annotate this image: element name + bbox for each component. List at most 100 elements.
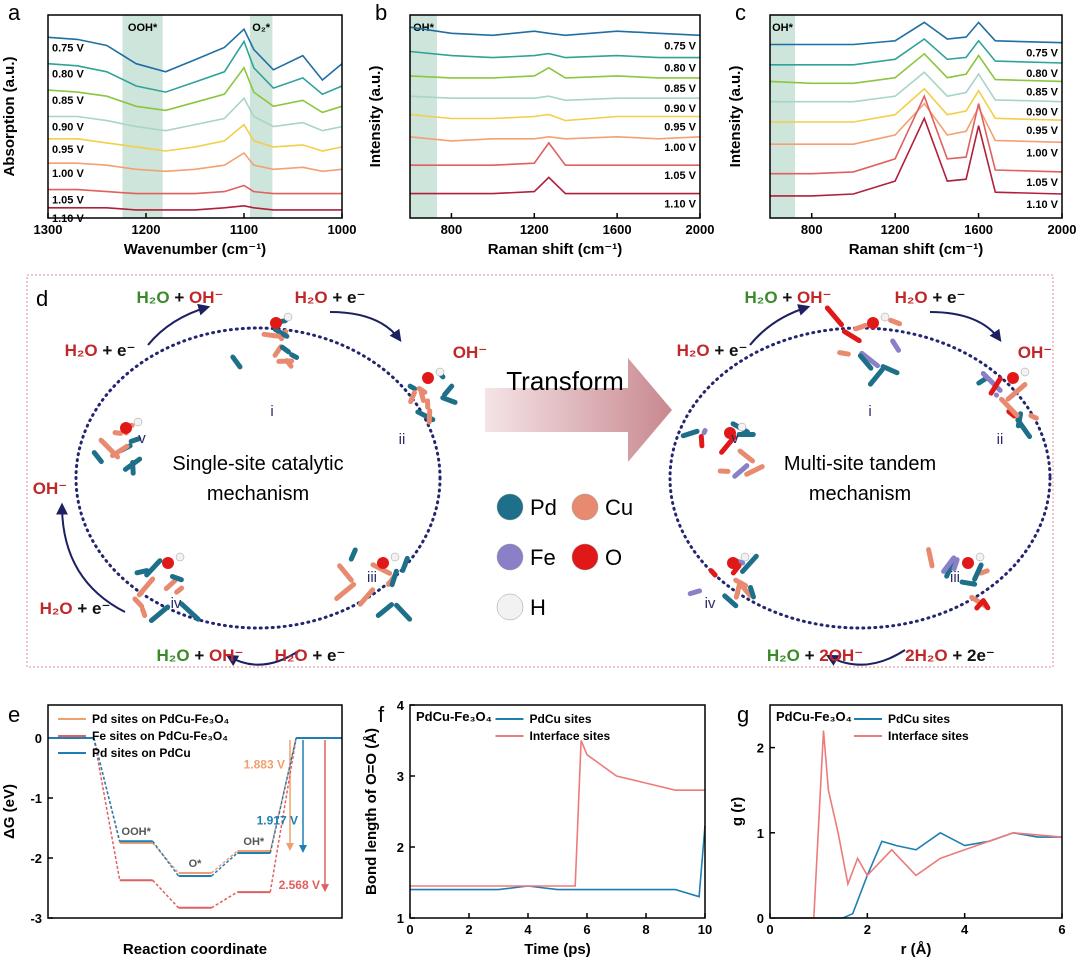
line-series xyxy=(48,186,342,194)
hydrogen-atom xyxy=(176,553,184,561)
series-label: 0.95 V xyxy=(664,122,696,134)
reaction-part: H₂O xyxy=(767,646,800,665)
reaction-part: + xyxy=(778,288,797,307)
x-tick-label: 1200 xyxy=(520,222,549,237)
reaction-part: + e⁻ xyxy=(308,646,346,665)
bond xyxy=(133,463,134,474)
x-tick-label: 2 xyxy=(465,922,472,937)
mechanism-title: Multi-site tandem xyxy=(784,453,936,475)
series-label: 0.75 V xyxy=(664,40,696,52)
series-label: 0.90 V xyxy=(52,122,84,134)
step-label: v xyxy=(138,430,146,447)
oxygen-atom xyxy=(867,317,879,329)
reaction-label: 2H₂O + 2e⁻ xyxy=(905,646,995,665)
x-tick-label: 2000 xyxy=(1048,222,1077,237)
hydrogen-atom xyxy=(738,423,746,431)
bond xyxy=(378,605,391,616)
reaction-part: OH⁻ xyxy=(33,479,67,498)
highlight-band xyxy=(122,15,162,218)
panel-letter: b xyxy=(375,0,387,25)
reaction-label: H₂O + e⁻ xyxy=(65,341,136,360)
step-label: i xyxy=(868,403,871,420)
reaction-part: + e⁻ xyxy=(98,341,136,360)
hydrogen-atom xyxy=(1021,368,1029,376)
hydrogen-atom xyxy=(976,553,984,561)
oxygen-atom xyxy=(162,557,174,569)
bond xyxy=(233,357,240,367)
line-series xyxy=(410,96,700,100)
bond xyxy=(891,320,900,323)
series-label: 0.80 V xyxy=(664,63,696,75)
line-series xyxy=(48,41,342,94)
bond xyxy=(750,587,753,596)
oxygen-atom xyxy=(377,557,389,569)
band-label: O₂* xyxy=(252,22,270,34)
legend-label: Pd sites on PdCu xyxy=(92,746,191,760)
y-tick-label: -1 xyxy=(30,791,42,806)
reaction-label: H₂O + 2OH⁻ xyxy=(767,646,863,665)
mechanism-title: mechanism xyxy=(809,483,911,505)
hydrogen-atom xyxy=(741,553,749,561)
oxygen-atom xyxy=(120,422,132,434)
reaction-arrow xyxy=(750,307,808,345)
reaction-part: H₂O xyxy=(745,288,778,307)
atom-legend-label: O xyxy=(605,545,622,570)
reaction-part: + 2e⁻ xyxy=(948,646,995,665)
reaction-arrow xyxy=(330,312,400,340)
step-label: iv xyxy=(705,595,716,612)
atom-legend-label: H xyxy=(530,595,546,620)
series-label: 0.85 V xyxy=(664,83,696,95)
bond xyxy=(419,389,425,393)
legend-label: PdCu sites xyxy=(530,712,592,726)
reaction-part: + e⁻ xyxy=(710,341,748,360)
reaction-part: + xyxy=(190,646,209,665)
x-axis-label: Wavenumber (cm⁻¹) xyxy=(124,241,266,258)
bond xyxy=(954,560,957,569)
series-label: 1.05 V xyxy=(1026,177,1058,189)
mechanism-title: mechanism xyxy=(207,483,309,505)
bond xyxy=(392,571,396,584)
x-tick-label: 800 xyxy=(441,222,463,237)
panel-letter: d xyxy=(36,286,48,311)
step-label: ii xyxy=(399,431,406,448)
line-series xyxy=(770,104,1062,145)
series-label: 0.85 V xyxy=(52,95,84,107)
atom-legend-label: Fe xyxy=(530,545,556,570)
panel-letter: f xyxy=(378,702,385,727)
bond xyxy=(151,607,167,621)
x-tick-label: 4 xyxy=(961,922,969,937)
bond xyxy=(147,561,160,575)
line-series xyxy=(410,177,700,193)
y-axis-label: ΔG (eV) xyxy=(1,784,18,839)
bond xyxy=(870,370,882,384)
mechanism-title: Single-site catalytic xyxy=(172,453,343,475)
x-tick-label: 4 xyxy=(524,922,532,937)
y-tick-label: -2 xyxy=(30,851,42,866)
series-label: 0.90 V xyxy=(664,103,696,115)
arrow-head xyxy=(299,845,307,853)
x-tick-label: 1600 xyxy=(964,222,993,237)
x-tick-label: 1100 xyxy=(230,222,258,237)
arrow-head xyxy=(286,843,294,851)
atom-legend-label: Pd xyxy=(530,495,557,520)
bond xyxy=(711,571,715,575)
reaction-label: H₂O + e⁻ xyxy=(40,599,111,618)
series-label: 0.95 V xyxy=(52,144,84,156)
arrow-head xyxy=(321,884,329,892)
reaction-arrow xyxy=(62,505,125,612)
step-label: ii xyxy=(997,431,1004,448)
y-axis-label: Intensity (a.u.) xyxy=(727,66,744,168)
bond xyxy=(397,605,410,619)
x-tick-label: 1600 xyxy=(603,222,632,237)
bond xyxy=(337,584,354,598)
oxygen-atom xyxy=(270,317,282,329)
bond xyxy=(844,331,859,340)
bond xyxy=(704,431,705,433)
oxygen-atom xyxy=(1007,372,1019,384)
hydrogen-atom xyxy=(436,368,444,376)
reaction-label: H₂O + e⁻ xyxy=(895,288,966,307)
bond xyxy=(172,576,181,579)
x-tick-label: 1200 xyxy=(881,222,910,237)
